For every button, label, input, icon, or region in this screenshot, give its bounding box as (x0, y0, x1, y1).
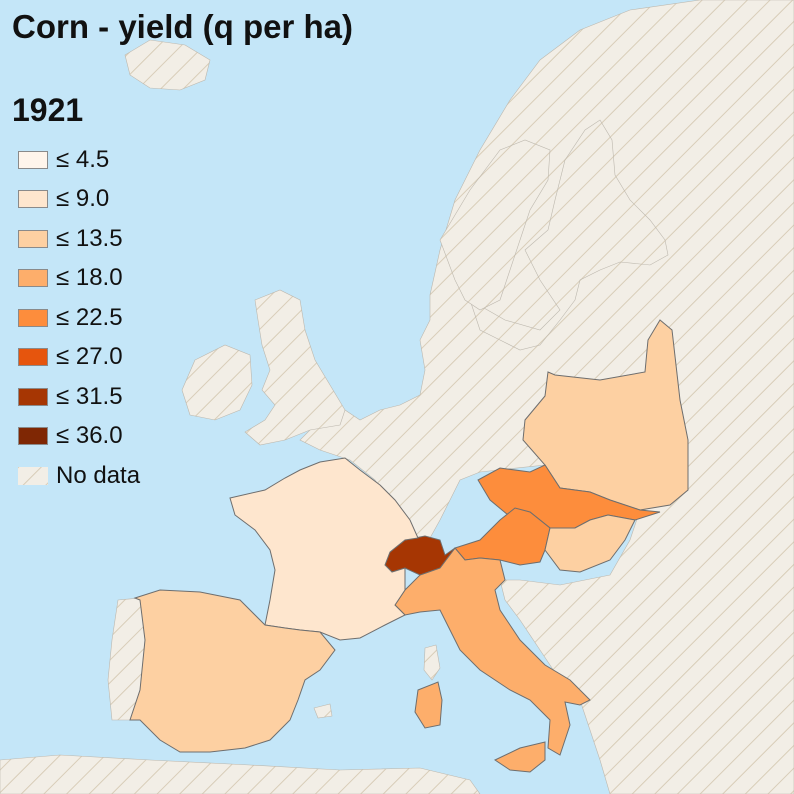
land-ireland (181, 344, 253, 421)
legend-swatch (18, 150, 48, 169)
legend-item: No data (18, 456, 140, 496)
legend-item: ≤ 9.0 (18, 180, 140, 220)
legend-label: ≤ 13.5 (56, 224, 123, 252)
legend-item: ≤ 18.0 (18, 259, 140, 299)
legend-swatch (18, 308, 48, 327)
map-title: Corn - yield (q per ha) (12, 8, 354, 45)
legend-label: ≤ 18.0 (56, 264, 123, 292)
region-spain[interactable] (129, 589, 336, 753)
legend-swatch (18, 229, 48, 248)
land-corsica (423, 644, 441, 681)
region-italy[interactable] (394, 547, 591, 773)
legend-swatch (18, 387, 48, 406)
legend-label: ≤ 4.5 (56, 145, 110, 173)
legend-swatch (18, 269, 48, 288)
legend-swatch (18, 190, 48, 209)
year-label: 1921 (12, 92, 84, 128)
legend-label: ≤ 36.0 (56, 422, 123, 450)
legend-label: ≤ 9.0 (56, 185, 110, 213)
land-north-africa (0, 754, 481, 794)
legend: ≤ 4.5 ≤ 9.0 ≤ 13.5 ≤ 18.0 ≤ 22.5 ≤ 27.0 … (18, 140, 140, 496)
region-austria[interactable] (454, 507, 551, 566)
legend-item: ≤ 4.5 (18, 140, 140, 180)
legend-item: ≤ 31.5 (18, 377, 140, 417)
legend-label: No data (56, 461, 141, 489)
legend-swatch-no-data (18, 466, 48, 485)
land-balearic (313, 703, 333, 719)
legend-item: ≤ 22.5 (18, 298, 140, 338)
legend-swatch (18, 427, 48, 446)
region-hungary[interactable] (544, 514, 636, 573)
legend-item: ≤ 36.0 (18, 417, 140, 457)
legend-item: ≤ 13.5 (18, 219, 140, 259)
land-britain (244, 289, 346, 446)
legend-label: ≤ 31.5 (56, 382, 123, 410)
region-france[interactable] (229, 457, 419, 641)
land-iceland (124, 39, 211, 91)
legend-label: ≤ 27.0 (56, 343, 123, 371)
legend-label: ≤ 22.5 (56, 303, 123, 331)
countries (129, 319, 689, 773)
legend-swatch (18, 348, 48, 367)
legend-item: ≤ 27.0 (18, 338, 140, 378)
land-sweden (439, 139, 551, 311)
